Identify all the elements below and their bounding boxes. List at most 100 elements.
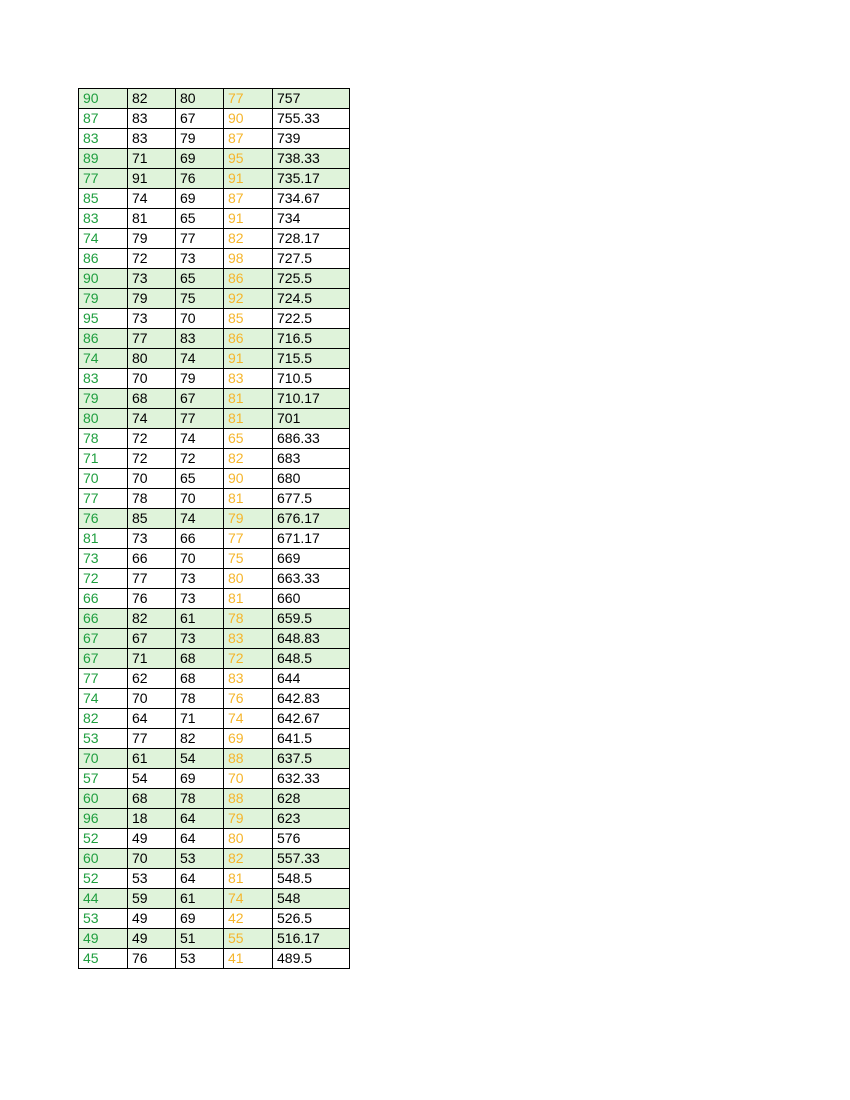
cell: 45 (79, 949, 128, 969)
cell: 79 (128, 229, 176, 249)
cell: 57 (79, 769, 128, 789)
cell: 90 (79, 269, 128, 289)
cell: 82 (224, 449, 273, 469)
cell: 79 (79, 389, 128, 409)
cell: 85 (79, 189, 128, 209)
cell: 82 (79, 709, 128, 729)
cell: 710.17 (273, 389, 350, 409)
cell: 81 (128, 209, 176, 229)
cell: 69 (224, 729, 273, 749)
cell: 73 (176, 249, 224, 269)
table-row: 83816591734 (79, 209, 350, 229)
cell: 76 (176, 169, 224, 189)
cell: 725.5 (273, 269, 350, 289)
table-row: 81736677671.17 (79, 529, 350, 549)
cell: 65 (176, 209, 224, 229)
cell: 74 (79, 349, 128, 369)
cell: 86 (79, 249, 128, 269)
cell: 71 (79, 449, 128, 469)
cell: 77 (79, 169, 128, 189)
cell: 734 (273, 209, 350, 229)
cell: 64 (176, 869, 224, 889)
table-row: 78727465686.33 (79, 429, 350, 449)
cell: 92 (224, 289, 273, 309)
table-row: 80747781701 (79, 409, 350, 429)
data-table: 9082807775787836790755.33838379877398971… (78, 88, 350, 969)
cell: 76 (224, 689, 273, 709)
cell: 61 (128, 749, 176, 769)
table-row: 67677383648.83 (79, 629, 350, 649)
cell: 64 (176, 809, 224, 829)
table-row: 79686781710.17 (79, 389, 350, 409)
table-row: 90736586725.5 (79, 269, 350, 289)
cell: 54 (128, 769, 176, 789)
cell: 70 (128, 689, 176, 709)
cell: 69 (176, 909, 224, 929)
cell: 82 (224, 229, 273, 249)
cell: 85 (128, 509, 176, 529)
cell: 18 (128, 809, 176, 829)
cell: 52 (79, 829, 128, 849)
cell: 72 (128, 249, 176, 269)
table-row: 85746987734.67 (79, 189, 350, 209)
table-row: 67716872648.5 (79, 649, 350, 669)
cell: 53 (128, 869, 176, 889)
cell: 669 (273, 549, 350, 569)
cell: 81 (224, 869, 273, 889)
cell: 66 (79, 609, 128, 629)
cell: 74 (176, 509, 224, 529)
cell: 683 (273, 449, 350, 469)
table-row: 53778269641.5 (79, 729, 350, 749)
cell: 82 (176, 729, 224, 749)
cell: 91 (224, 349, 273, 369)
cell: 78 (224, 609, 273, 629)
cell: 644 (273, 669, 350, 689)
cell: 715.5 (273, 349, 350, 369)
cell: 739 (273, 129, 350, 149)
cell: 76 (128, 589, 176, 609)
table-row: 96186479623 (79, 809, 350, 829)
cell: 64 (128, 709, 176, 729)
cell: 576 (273, 829, 350, 849)
cell: 757 (273, 89, 350, 109)
cell: 734.67 (273, 189, 350, 209)
cell: 68 (176, 649, 224, 669)
cell: 77 (128, 329, 176, 349)
table-row: 53496942526.5 (79, 909, 350, 929)
cell: 73 (176, 629, 224, 649)
table-row: 79797592724.5 (79, 289, 350, 309)
cell: 90 (224, 109, 273, 129)
cell: 81 (224, 589, 273, 609)
cell: 55 (224, 929, 273, 949)
cell: 77 (79, 669, 128, 689)
cell: 78 (176, 689, 224, 709)
cell: 49 (79, 929, 128, 949)
table-row: 66767381660 (79, 589, 350, 609)
table-row: 95737085722.5 (79, 309, 350, 329)
cell: 65 (176, 269, 224, 289)
cell: 60 (79, 849, 128, 869)
cell: 78 (79, 429, 128, 449)
table-row: 44596174548 (79, 889, 350, 909)
cell: 70 (128, 469, 176, 489)
cell: 41 (224, 949, 273, 969)
cell: 77 (79, 489, 128, 509)
cell: 83 (79, 129, 128, 149)
cell: 78 (176, 789, 224, 809)
cell: 83 (224, 629, 273, 649)
table-row: 60705382557.33 (79, 849, 350, 869)
cell: 637.5 (273, 749, 350, 769)
cell: 73 (128, 309, 176, 329)
cell: 67 (176, 389, 224, 409)
cell: 88 (224, 749, 273, 769)
cell: 86 (224, 329, 273, 349)
cell: 73 (128, 529, 176, 549)
table-row: 86727398727.5 (79, 249, 350, 269)
cell: 74 (79, 229, 128, 249)
table-row: 66826178659.5 (79, 609, 350, 629)
cell: 76 (128, 949, 176, 969)
cell: 70 (176, 549, 224, 569)
cell: 62 (128, 669, 176, 689)
table-row: 77787081677.5 (79, 489, 350, 509)
table-row: 52536481548.5 (79, 869, 350, 889)
